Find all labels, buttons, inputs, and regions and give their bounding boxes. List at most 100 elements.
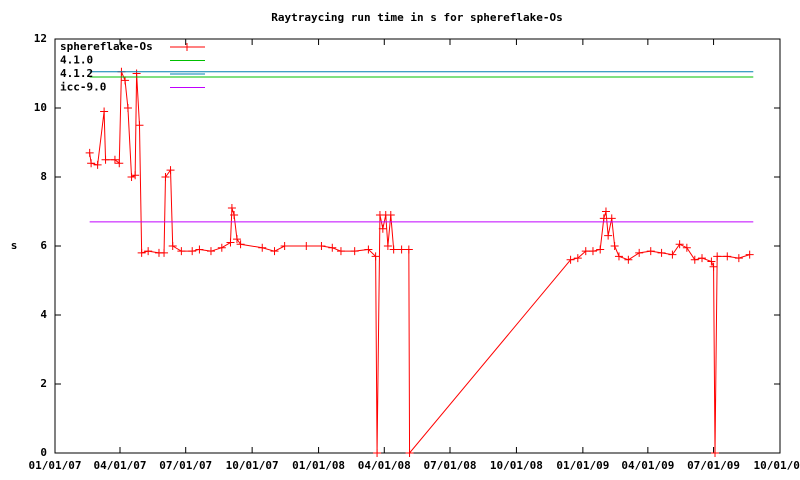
point-marker	[389, 245, 398, 254]
point-marker	[101, 155, 110, 164]
y-tick-label: 6	[40, 239, 47, 252]
point-marker	[711, 449, 720, 457]
point-marker	[217, 243, 226, 252]
point-marker	[258, 243, 267, 252]
legend-label: 4.1.2	[60, 67, 93, 80]
point-marker	[336, 247, 345, 256]
point-marker	[144, 247, 153, 256]
point-marker	[635, 248, 644, 257]
point-marker	[137, 248, 146, 257]
point-marker	[270, 247, 279, 256]
point-marker	[404, 245, 413, 254]
point-marker	[596, 245, 605, 254]
point-marker	[183, 43, 191, 51]
point-marker	[581, 247, 590, 256]
y-tick-label: 12	[34, 32, 47, 45]
point-marker	[588, 247, 597, 256]
point-marker	[230, 210, 239, 219]
point-marker	[610, 242, 619, 250]
point-marker	[110, 155, 119, 164]
point-marker	[317, 242, 326, 250]
point-marker	[195, 245, 204, 254]
point-marker	[668, 250, 677, 259]
y-tick-label: 8	[40, 170, 47, 183]
point-marker	[624, 255, 633, 264]
point-marker	[87, 159, 96, 168]
point-marker	[698, 254, 707, 263]
x-tick-label: 01/01/07	[29, 459, 82, 472]
point-marker	[607, 214, 616, 223]
point-marker	[690, 255, 699, 264]
point-marker	[675, 240, 684, 249]
x-tick-label: 04/01/09	[621, 459, 674, 472]
point-marker	[100, 107, 109, 116]
point-marker	[386, 210, 395, 219]
point-marker	[115, 159, 124, 168]
point-marker	[397, 245, 406, 254]
point-marker	[188, 247, 197, 256]
x-tick-label: 10/01/09	[754, 459, 800, 472]
point-marker	[227, 204, 236, 213]
point-marker	[280, 242, 289, 250]
point-marker	[709, 262, 718, 271]
y-tick-label: 2	[40, 377, 47, 390]
point-marker	[85, 148, 94, 157]
legend-label: sphereflake-Os	[60, 40, 153, 53]
point-marker	[166, 166, 175, 175]
point-marker	[226, 238, 235, 247]
point-marker	[131, 171, 140, 180]
point-marker	[371, 252, 380, 261]
x-tick-label: 07/01/07	[159, 459, 212, 472]
point-marker	[378, 224, 387, 233]
y-tick-label: 0	[40, 446, 47, 459]
legend-label: icc-9.0	[60, 81, 106, 94]
point-marker	[132, 69, 141, 78]
point-marker	[383, 242, 392, 250]
point-marker	[177, 247, 186, 256]
series-line	[89, 71, 750, 455]
point-marker	[160, 248, 169, 257]
x-tick-label: 07/01/08	[424, 459, 477, 472]
point-marker	[614, 252, 623, 261]
legend-label: 4.1.0	[60, 54, 93, 67]
x-tick-label: 04/01/08	[358, 459, 411, 472]
point-marker	[364, 245, 373, 254]
point-marker	[236, 240, 245, 249]
point-marker	[734, 254, 743, 263]
point-marker	[573, 254, 582, 263]
point-marker	[601, 207, 610, 216]
point-marker	[566, 255, 575, 264]
point-marker	[161, 173, 170, 181]
y-tick-label: 10	[34, 101, 47, 114]
point-marker	[232, 235, 241, 244]
point-marker	[599, 214, 608, 223]
point-marker	[682, 243, 691, 252]
point-marker	[707, 257, 716, 266]
point-marker	[405, 449, 414, 457]
point-marker	[604, 231, 613, 240]
point-marker	[745, 250, 754, 259]
y-tick-label: 4	[40, 308, 47, 321]
x-tick-label: 10/01/07	[226, 459, 279, 472]
point-marker	[127, 173, 136, 181]
x-tick-label: 04/01/07	[93, 459, 146, 472]
point-marker	[657, 248, 666, 257]
point-marker	[123, 104, 132, 112]
point-marker	[373, 449, 382, 457]
chart-title: Raytraycing run time in s for sphereflak…	[271, 11, 562, 24]
point-marker	[302, 242, 311, 250]
point-marker	[328, 243, 337, 252]
x-tick-label: 01/01/08	[292, 459, 345, 472]
point-marker	[93, 160, 102, 169]
point-marker	[135, 121, 144, 130]
point-marker	[350, 247, 359, 256]
point-marker	[168, 242, 177, 250]
y-axis-label: s	[11, 239, 18, 252]
x-tick-label: 10/01/08	[490, 459, 543, 472]
point-marker	[121, 76, 130, 85]
point-marker	[646, 247, 655, 256]
point-marker	[206, 247, 215, 256]
x-tick-label: 01/01/09	[556, 459, 609, 472]
point-marker	[713, 252, 722, 261]
